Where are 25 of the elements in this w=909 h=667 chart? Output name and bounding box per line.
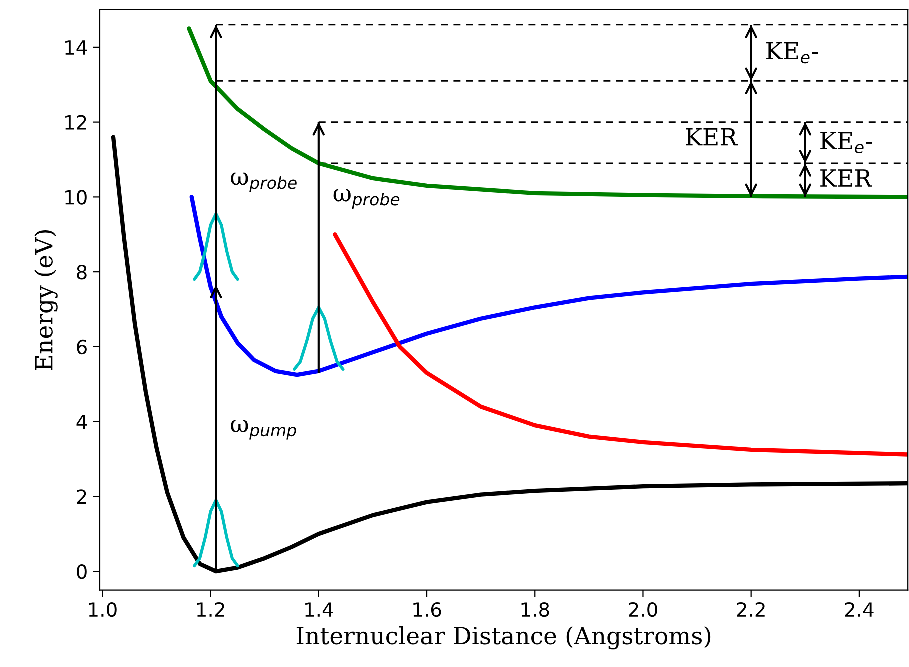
x-tick-label: 2.4 (845, 602, 874, 617)
annotation: KER (686, 128, 738, 146)
annotation: ω$_{pump}$ (231, 420, 296, 440)
y-tick-label: 12 (66, 115, 86, 130)
x-axis-title: Internuclear Distance (Angstroms) (296, 626, 711, 650)
y-axis-title: Energy (eV) (34, 230, 58, 370)
annotation: ω$_{probe}$ (231, 172, 297, 192)
x-tick-label: 1.6 (414, 602, 442, 618)
y-tick-label: 6 (77, 340, 87, 355)
y-tick-label: 14 (66, 40, 88, 55)
y-tick-label: 8 (77, 265, 87, 280)
annotation: ω$_{probe}$ (334, 189, 400, 209)
y-tick-label: 0 (77, 564, 87, 580)
annotation: KER (820, 170, 872, 187)
y-tick-label: 2 (77, 490, 86, 504)
x-tick-label: 1.8 (522, 602, 550, 618)
annotation: KE$_{e}$- (766, 42, 818, 64)
x-tick-label: 2.2 (737, 602, 765, 617)
x-tick-label: 1.4 (306, 602, 334, 617)
x-tick-label: 1.2 (197, 602, 224, 617)
x-tick-label: 2.0 (629, 602, 658, 618)
y-tick-label: 10 (66, 190, 87, 205)
x-tick-label: 1.0 (89, 602, 117, 618)
annotation: KE$_{e}$- (820, 132, 872, 154)
y-tick-label: 4 (76, 415, 88, 430)
